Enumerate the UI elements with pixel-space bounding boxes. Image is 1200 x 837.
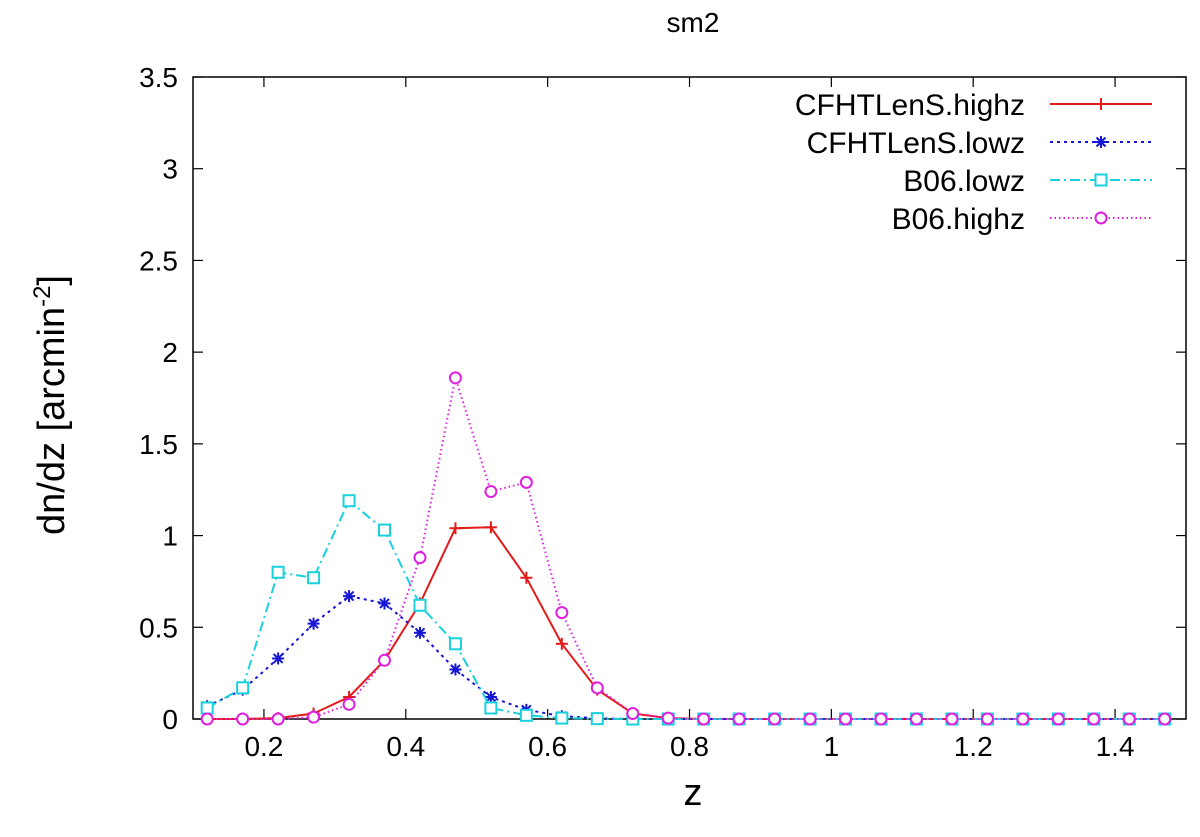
data-point-circle	[980, 712, 994, 726]
data-point-circle	[271, 712, 285, 726]
legend-item: CFHTLenS.lowz	[807, 127, 1152, 160]
data-point-star	[484, 690, 497, 703]
x-tick-label: 1	[824, 731, 840, 762]
data-point-circle	[1158, 712, 1172, 726]
x-tick-label: 1.2	[954, 731, 993, 762]
y-tick-label: 2.5	[139, 245, 178, 276]
data-point-plus	[520, 571, 533, 584]
chart-title: sm2	[667, 7, 720, 38]
data-point-circle	[768, 712, 782, 726]
series-b06-highz	[200, 371, 1172, 726]
data-point-star	[378, 597, 391, 610]
y-axis-title: dn/dz [arcmin-2]	[29, 275, 73, 535]
data-point-circle	[378, 653, 392, 667]
x-axis-ticks: 0.2 0.4 0.6 0.8 1 1.2 1.4	[244, 77, 1135, 762]
x-tick-label: 0.6	[528, 731, 567, 762]
data-point-square	[1094, 173, 1108, 187]
data-point-square	[307, 571, 321, 585]
data-point-circle	[484, 485, 498, 499]
y-tick-label: 1.5	[139, 429, 178, 460]
series-line	[207, 526, 1165, 720]
x-axis-title: z	[684, 772, 703, 814]
data-point-star	[449, 663, 462, 676]
series-b06-lowz	[200, 494, 1172, 726]
legend-label: B06.lowz	[903, 165, 1025, 198]
legend-label: B06.highz	[892, 203, 1025, 236]
y-tick-label: 1	[162, 521, 178, 552]
data-point-square	[236, 681, 250, 695]
data-point-circle	[413, 551, 427, 565]
data-point-circle	[661, 711, 675, 725]
data-point-square	[271, 565, 285, 579]
series-line	[207, 376, 1165, 720]
legend-item: B06.lowz	[903, 165, 1152, 198]
y-axis-title-tail: ]	[31, 275, 73, 286]
data-point-circle	[555, 606, 569, 620]
data-point-plus	[484, 521, 497, 534]
data-point-circle	[1087, 712, 1101, 726]
legend-label: CFHTLenS.highz	[795, 89, 1025, 122]
x-tick-label: 1.4	[1096, 731, 1135, 762]
data-point-circle	[200, 712, 214, 726]
series-line	[206, 499, 1165, 720]
data-point-circle	[1051, 712, 1065, 726]
plot-area	[192, 76, 1187, 720]
data-point-circle	[909, 712, 923, 726]
data-point-square	[342, 494, 356, 508]
data-point-plus	[1095, 98, 1107, 110]
data-point-square	[590, 712, 604, 726]
y-tick-label: 2	[162, 337, 178, 368]
data-point-star	[343, 590, 356, 603]
series-cfhtlens-highz	[201, 521, 1171, 725]
y-tick-label: 0	[162, 704, 178, 735]
y-tick-label: 3.5	[139, 62, 178, 93]
x-tick-label: 0.8	[670, 731, 709, 762]
data-point-square	[448, 637, 462, 651]
data-point-plus	[555, 637, 568, 650]
series-layer	[200, 371, 1172, 726]
data-point-circle	[874, 712, 888, 726]
data-point-square	[555, 711, 569, 725]
data-point-square	[484, 701, 498, 715]
data-point-star	[307, 617, 320, 630]
y-tick-label: 0.5	[139, 612, 178, 643]
x-tick-label: 0.2	[244, 731, 283, 762]
data-point-circle	[732, 712, 746, 726]
x-tick-label: 0.4	[386, 731, 425, 762]
legend-label: CFHTLenS.lowz	[807, 127, 1025, 160]
data-point-circle	[342, 697, 356, 711]
data-point-circle	[519, 475, 533, 489]
data-point-square	[200, 701, 214, 715]
data-point-square	[378, 523, 392, 537]
data-point-circle	[803, 712, 817, 726]
y-tick-label: 3	[162, 154, 178, 185]
data-point-circle	[448, 371, 462, 385]
data-point-square	[519, 708, 533, 722]
data-point-circle	[590, 681, 604, 695]
data-point-circle	[839, 712, 853, 726]
data-point-plus	[449, 522, 462, 535]
legend: CFHTLenS.highz CFHTLenS.lowz B06.lowz B06.h…	[795, 89, 1152, 236]
data-point-circle	[236, 712, 250, 726]
data-point-circle	[1016, 712, 1030, 726]
legend-item: CFHTLenS.highz	[795, 89, 1152, 122]
y-axis-title-sup: -2	[29, 286, 56, 307]
data-point-square	[413, 598, 427, 612]
data-point-circle	[307, 710, 321, 724]
data-point-circle	[1122, 712, 1136, 726]
y-axis-ticks: 0 0.5 1 1.5 2 2.5 3 3.5	[139, 62, 1186, 735]
data-point-circle	[626, 706, 640, 720]
data-point-star	[413, 626, 426, 639]
data-point-circle	[945, 712, 959, 726]
legend-item: B06.highz	[892, 203, 1152, 236]
data-point-circle	[1094, 211, 1108, 225]
y-axis-title-main: dn/dz [arcmin	[31, 307, 73, 535]
data-point-circle	[697, 712, 711, 726]
data-point-star	[272, 652, 285, 665]
data-point-star	[1095, 136, 1107, 148]
